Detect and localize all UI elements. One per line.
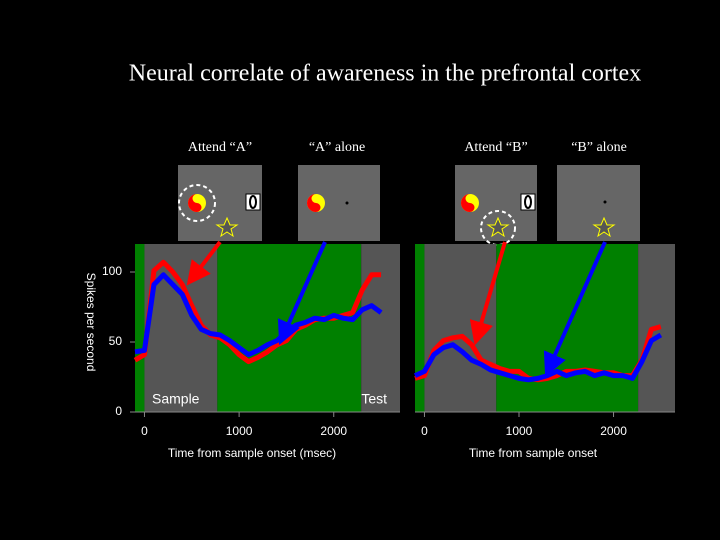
x-tick-label: 2000 xyxy=(320,424,347,438)
stimulus-images xyxy=(178,165,640,246)
plots: 0 1000 2000 0 50 100 Time from sample onset (m… xyxy=(84,244,675,460)
period-region xyxy=(424,244,497,412)
panel-label: Attend “A” xyxy=(188,140,252,155)
y-tick-label: 50 xyxy=(109,334,123,348)
arrows xyxy=(186,240,607,377)
annotation: Sample xyxy=(152,391,200,407)
panel-label: “B” alone xyxy=(571,140,627,155)
x-tick-label: 1000 xyxy=(226,424,253,438)
panel-label: Attend “B” xyxy=(464,140,527,155)
y-axis-label: Spikes per second xyxy=(84,273,98,372)
slide-title: Neural correlate of awareness in the pre… xyxy=(129,61,641,87)
x-tick-label: 0 xyxy=(141,424,148,438)
x-tick-label: 2000 xyxy=(600,424,627,438)
period-region xyxy=(361,244,400,412)
series-line xyxy=(134,272,383,358)
x-tick-label: 0 xyxy=(421,424,428,438)
x-axis-label: Time from sample onset (msec) xyxy=(168,446,336,460)
x-axis-label: Time from sample onset xyxy=(469,446,598,460)
series-line xyxy=(413,332,663,383)
y-tick-label: 100 xyxy=(102,264,122,278)
panel-label: “A” alone xyxy=(309,140,365,155)
annotation: Test xyxy=(361,391,387,407)
period-region xyxy=(135,244,145,412)
y-tick-label: 0 xyxy=(115,404,122,418)
period-region xyxy=(415,244,425,412)
x-tick-label: 1000 xyxy=(506,424,533,438)
